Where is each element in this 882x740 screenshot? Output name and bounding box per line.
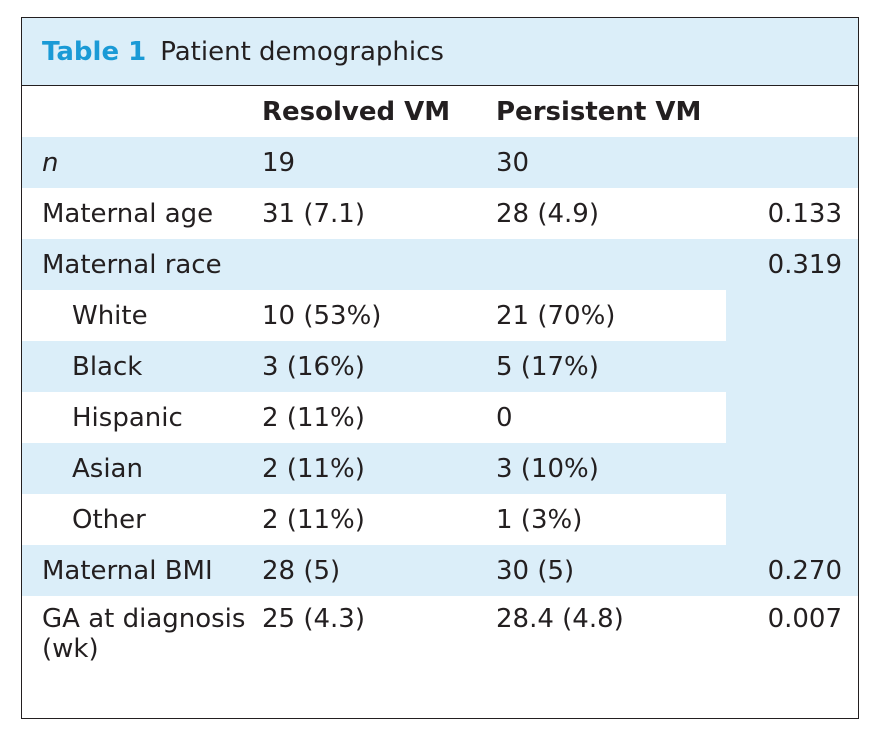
table-title: Patient demographics [160,36,444,67]
persistent-cell: 21 (70%) [496,290,726,341]
p-value-cell [726,494,858,545]
persistent-cell: 3 (10%) [496,443,726,494]
row-label: GA at diagnosis (wk) [22,596,262,718]
resolved-cell: 3 (16%) [262,341,496,392]
table-row: Other 2 (11%) 1 (3%) [22,494,858,545]
p-value-cell [726,341,858,392]
resolved-cell: 28 (5) [262,545,496,596]
table-caption: Table 1 Patient demographics [22,18,858,86]
resolved-cell: 2 (11%) [262,392,496,443]
row-label: Maternal age [22,188,262,239]
header-cell-p [726,86,858,137]
table-row: n 19 30 [22,137,858,188]
resolved-cell: 2 (11%) [262,494,496,545]
table-row: White 10 (53%) 21 (70%) [22,290,858,341]
persistent-cell: 1 (3%) [496,494,726,545]
table-number: Table 1 [42,36,147,67]
row-label: White [22,290,262,341]
p-value-cell: 0.007 [726,596,858,718]
row-label: Maternal BMI [22,545,262,596]
persistent-cell: 0 [496,392,726,443]
p-value-cell: 0.319 [726,239,858,290]
row-label: n [22,137,262,188]
persistent-cell: 28.4 (4.8) [496,596,726,718]
p-value-cell [726,137,858,188]
resolved-cell [262,239,496,290]
header-row: Resolved VM Persistent VM [22,86,858,137]
persistent-cell: 30 (5) [496,545,726,596]
header-cell-persistent: Persistent VM [496,86,726,137]
resolved-cell: 25 (4.3) [262,596,496,718]
p-value-cell: 0.270 [726,545,858,596]
p-value-cell [726,443,858,494]
resolved-cell: 19 [262,137,496,188]
row-label: Asian [22,443,262,494]
table-row: Maternal age 31 (7.1) 28 (4.9) 0.133 [22,188,858,239]
p-value-cell [726,392,858,443]
persistent-cell: 30 [496,137,726,188]
row-label: Maternal race [22,239,262,290]
table-row: Asian 2 (11%) 3 (10%) [22,443,858,494]
table-row: Maternal race 0.319 [22,239,858,290]
table-row: GA at diagnosis (wk) 25 (4.3) 28.4 (4.8)… [22,596,858,718]
table-frame: Table 1 Patient demographics Resolved VM… [21,17,859,719]
p-value-cell: 0.133 [726,188,858,239]
row-label: Other [22,494,262,545]
resolved-cell: 31 (7.1) [262,188,496,239]
table-row: Maternal BMI 28 (5) 30 (5) 0.270 [22,545,858,596]
persistent-cell [496,239,726,290]
table-row: Black 3 (16%) 5 (17%) [22,341,858,392]
header-cell-resolved: Resolved VM [262,86,496,137]
persistent-cell: 28 (4.9) [496,188,726,239]
p-value-cell [726,290,858,341]
persistent-cell: 5 (17%) [496,341,726,392]
resolved-cell: 10 (53%) [262,290,496,341]
table-row: Hispanic 2 (11%) 0 [22,392,858,443]
header-cell-label [22,86,262,137]
resolved-cell: 2 (11%) [262,443,496,494]
row-label: Hispanic [22,392,262,443]
demographics-table: Resolved VM Persistent VM n 19 30 Matern… [22,86,858,718]
row-label: Black [22,341,262,392]
